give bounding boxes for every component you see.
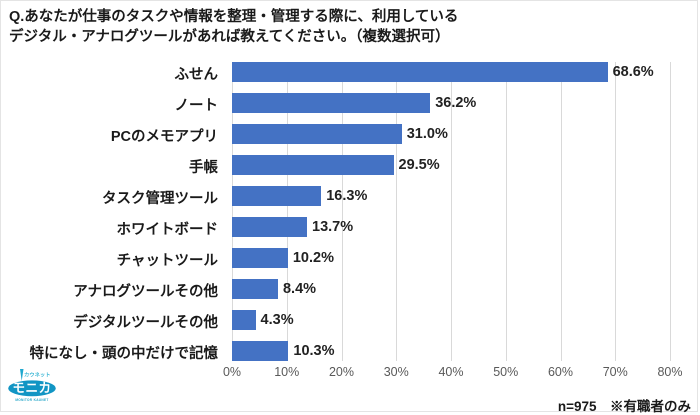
svg-text:MONITOR KAUNET: MONITOR KAUNET xyxy=(15,398,48,402)
svg-text:モニカ: モニカ xyxy=(12,381,51,395)
svg-text:カウネット: カウネット xyxy=(24,371,51,379)
